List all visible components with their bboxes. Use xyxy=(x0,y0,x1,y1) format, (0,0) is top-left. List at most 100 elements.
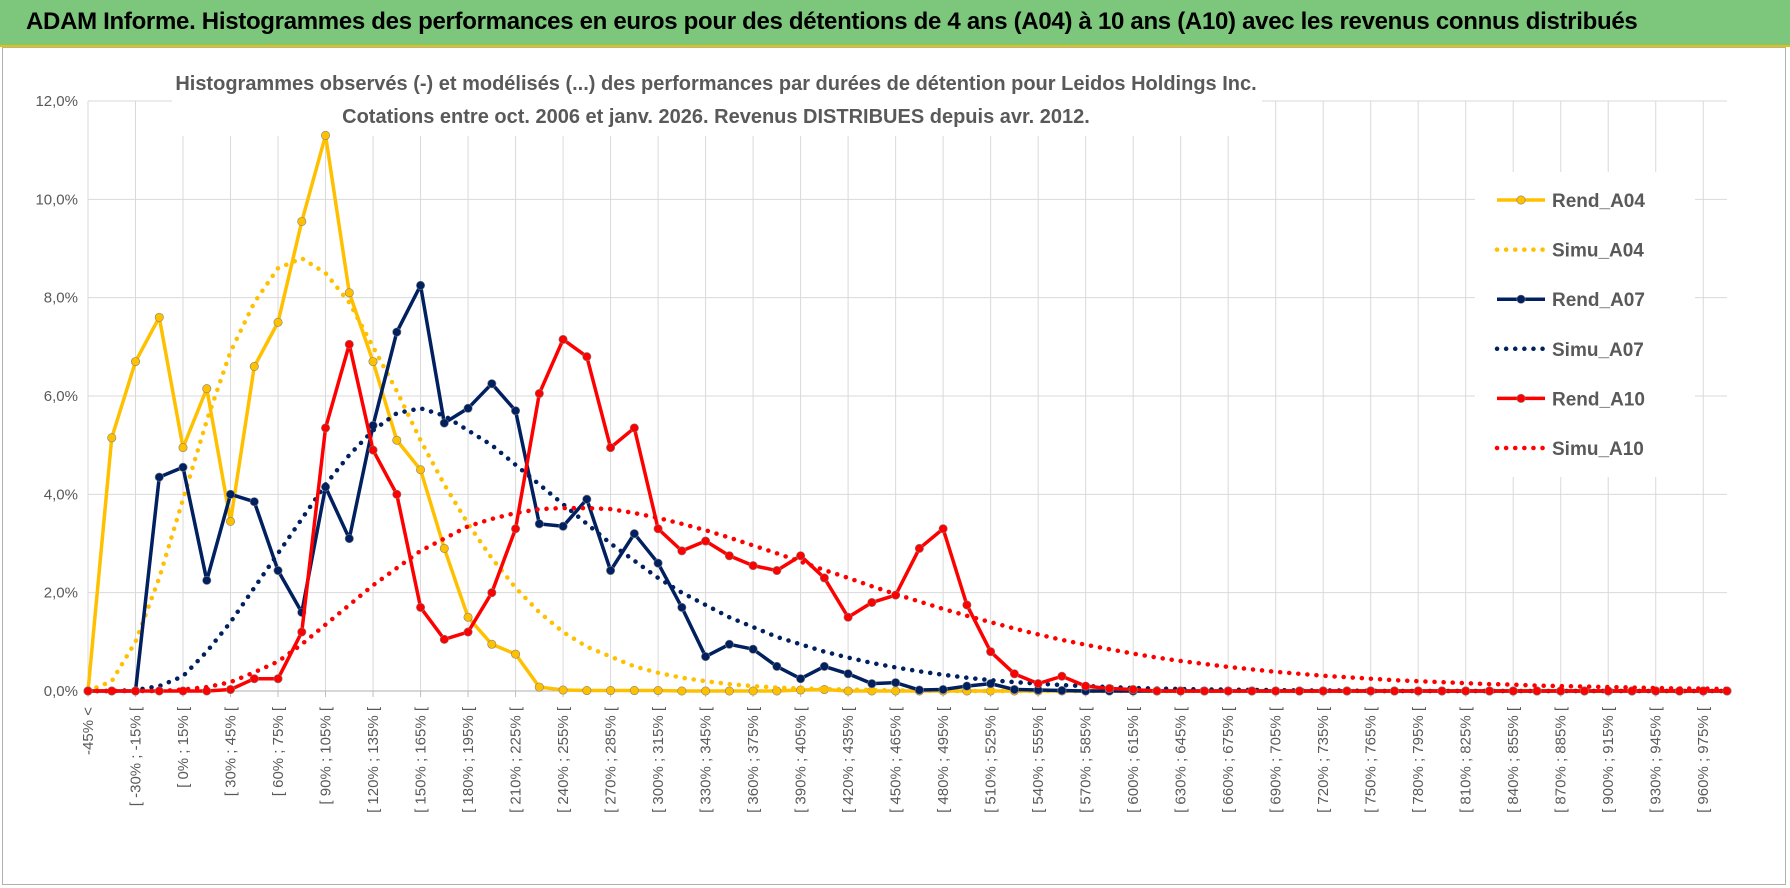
data-point-Rend_A10 xyxy=(1579,686,1589,696)
data-point-Rend_A10 xyxy=(273,674,283,684)
series-Simu_A07 xyxy=(85,406,1730,694)
x-tick-label: [ 840% ; 855% [ xyxy=(1505,706,1522,813)
data-point-Rend_A04 xyxy=(606,686,616,696)
data-point-Rend_A07 xyxy=(1009,685,1019,695)
x-tick-label: [ 510% ; 525% [ xyxy=(983,706,1000,813)
x-tick-label: [ 720% ; 735% [ xyxy=(1315,706,1332,813)
data-point-Rend_A07 xyxy=(582,494,592,504)
x-tick-label: [ 300% ; 315% [ xyxy=(650,706,667,813)
series-Simu_A04 xyxy=(85,256,1730,694)
x-tick-label: [ 630% ; 645% [ xyxy=(1173,706,1190,813)
data-point-Rend_A10 xyxy=(321,423,331,433)
series-Simu_A10 xyxy=(85,505,1730,694)
data-point-Rend_A07 xyxy=(249,497,259,507)
data-point-Rend_A10 xyxy=(1461,686,1471,696)
legend-marker-Rend_A04 xyxy=(1516,195,1526,205)
legend-item-Simu_A10: Simu_A10 xyxy=(1494,439,1644,460)
data-point-Rend_A07 xyxy=(511,406,521,416)
data-point-Rend_A07 xyxy=(938,685,948,695)
data-point-Rend_A10 xyxy=(487,588,497,598)
data-point-Rend_A07 xyxy=(344,534,354,544)
x-tick-label: [ 420% ; 435% [ xyxy=(840,706,857,813)
y-tick-label: 10,0% xyxy=(35,191,78,208)
y-tick-label: 8,0% xyxy=(44,290,78,307)
data-point-Rend_A07 xyxy=(653,558,663,568)
data-point-Rend_A07 xyxy=(843,669,853,679)
data-point-Rend_A10 xyxy=(1081,681,1091,691)
data-point-Rend_A10 xyxy=(1342,686,1352,696)
legend-item-Rend_A04: Rend_A04 xyxy=(1497,191,1645,212)
data-point-Rend_A10 xyxy=(653,524,663,534)
y-tick-label: 2,0% xyxy=(44,585,78,602)
data-point-Rend_A10 xyxy=(1413,686,1423,696)
data-point-Rend_A10 xyxy=(1532,686,1542,696)
x-tick-label: [ 660% ; 675% [ xyxy=(1220,706,1237,813)
data-point-Rend_A07 xyxy=(629,529,639,539)
x-tick-label: -45% < xyxy=(80,707,97,755)
legend-label-Rend_A10: Rend_A10 xyxy=(1552,389,1645,410)
data-point-Rend_A10 xyxy=(249,674,259,684)
data-point-Rend_A07 xyxy=(439,418,449,428)
data-point-Rend_A10 xyxy=(843,612,853,622)
x-tick-label: [ 540% ; 555% [ xyxy=(1030,706,1047,813)
x-tick-label: [ 480% ; 495% [ xyxy=(935,706,952,813)
x-tick-label: [ 150% ; 165% [ xyxy=(413,706,430,813)
data-point-Rend_A10 xyxy=(511,524,521,534)
x-tick-label: [ 60% ; 75% [ xyxy=(270,706,287,796)
x-tick-label: [ 0% ; 15% [ xyxy=(175,706,192,788)
data-point-Rend_A10 xyxy=(1247,686,1257,696)
data-point-Rend_A10 xyxy=(629,423,639,433)
data-point-Rend_A07 xyxy=(796,674,806,684)
data-point-Rend_A04 xyxy=(321,130,331,140)
data-point-Rend_A10 xyxy=(772,566,782,576)
x-tick-label: [ 90% ; 105% [ xyxy=(318,706,335,804)
data-point-Rend_A07 xyxy=(724,639,734,649)
data-point-Rend_A10 xyxy=(1508,686,1518,696)
chart-axes: 0,0% 2,0% 4,0% 6,0% 8,0% 10,0% 12,0% -45% < [ -3… xyxy=(35,93,1727,813)
data-point-Rend_A10 xyxy=(677,546,687,556)
x-tick-label: [ 900% ; 915% [ xyxy=(1600,706,1617,813)
chart-title-line1: Histogrammes observés (-) et modélisés (… xyxy=(175,73,1256,95)
chart-title-background xyxy=(172,70,1262,136)
x-tick-label: [ 870% ; 885% [ xyxy=(1553,706,1570,813)
x-tick-label: [ 960% ; 975% [ xyxy=(1695,706,1712,813)
data-point-Rend_A07 xyxy=(701,652,711,662)
x-tick-label: [ 570% ; 585% [ xyxy=(1078,706,1095,813)
data-point-Rend_A07 xyxy=(534,519,544,529)
data-point-Rend_A10 xyxy=(344,339,354,349)
x-tick-label: [ 690% ; 705% [ xyxy=(1268,706,1285,813)
data-point-Rend_A10 xyxy=(1176,686,1186,696)
data-point-Rend_A04 xyxy=(202,384,212,394)
y-tick-label: 6,0% xyxy=(44,388,78,405)
x-tick-label: [ 360% ; 375% [ xyxy=(745,706,762,813)
data-point-Rend_A10 xyxy=(439,634,449,644)
legend-marker-Rend_A10 xyxy=(1516,393,1526,403)
data-point-Rend_A04 xyxy=(701,686,711,696)
data-point-Rend_A04 xyxy=(368,357,378,367)
data-point-Rend_A07 xyxy=(962,681,972,691)
chart-series xyxy=(83,130,1732,696)
data-point-Rend_A10 xyxy=(1366,686,1376,696)
x-tick-label: [ 600% ; 615% [ xyxy=(1125,706,1142,813)
data-point-Rend_A07 xyxy=(606,566,616,576)
data-point-Rend_A10 xyxy=(938,524,948,534)
data-point-Rend_A07 xyxy=(463,403,473,413)
data-point-Rend_A04 xyxy=(534,682,544,692)
data-point-Rend_A10 xyxy=(1033,679,1043,689)
header-banner: ADAM Informe. Histogrammes des performan… xyxy=(0,0,1790,47)
series-line-Simu_A10 xyxy=(85,505,1730,694)
data-point-Rend_A07 xyxy=(154,472,164,482)
data-point-Rend_A10 xyxy=(914,543,924,553)
series-line-Simu_A04 xyxy=(85,256,1730,694)
series-line-Simu_A07 xyxy=(85,406,1730,694)
data-point-Rend_A10 xyxy=(606,443,616,453)
data-point-Rend_A10 xyxy=(1199,686,1209,696)
data-point-Rend_A04 xyxy=(511,649,521,659)
data-point-Rend_A07 xyxy=(677,602,687,612)
y-tick-label: 4,0% xyxy=(44,486,78,503)
legend-label-Simu_A04: Simu_A04 xyxy=(1552,241,1644,262)
data-point-Rend_A07 xyxy=(558,521,568,531)
data-point-Rend_A07 xyxy=(416,280,426,290)
data-point-Rend_A04 xyxy=(249,361,259,371)
x-tick-label: [ 780% ; 795% [ xyxy=(1410,706,1427,813)
